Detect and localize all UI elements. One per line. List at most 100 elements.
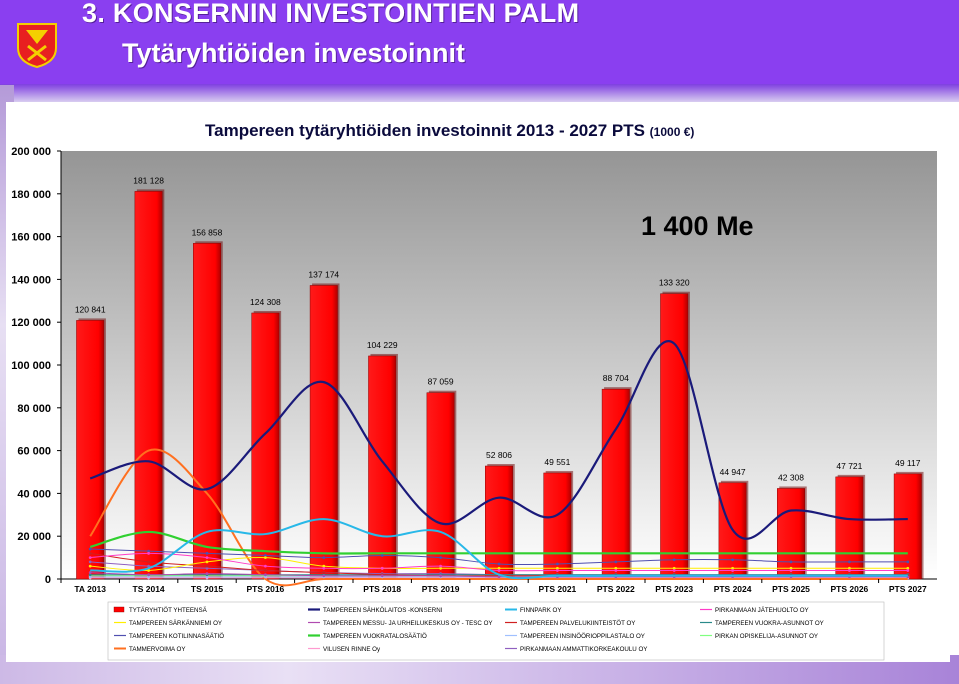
tampere-coat-of-arms-icon [17, 23, 57, 68]
legend-box [107, 601, 885, 661]
chart-title: Tampereen tytäryhtiöiden investoinnit 20… [205, 121, 694, 141]
x-tick-label: TS 2014 [133, 584, 165, 594]
series-point [614, 569, 618, 572]
bar-value-label: 44 947 [720, 467, 746, 477]
bar-pts-2016 [251, 312, 280, 580]
series-point [205, 556, 209, 559]
legend-label: TAMMERVOIMA OY [129, 646, 186, 653]
series-point [88, 564, 92, 568]
series-point [848, 569, 851, 572]
series-point [205, 566, 209, 570]
series-line-tampereen-sähkölaitos-konserni [89, 340, 908, 540]
legend-swatch-bar [113, 606, 125, 613]
y-tick-label: 0 [45, 574, 51, 586]
x-tick-label: PTS 2024 [714, 584, 752, 594]
bar-value-label: 42 308 [778, 472, 804, 482]
chart-title-text: Tampereen tytäryhtiöiden investoinnit 20… [205, 121, 645, 140]
bar-pts-2017 [309, 285, 338, 580]
series-point [264, 554, 267, 557]
x-tick-label: PTS 2017 [305, 584, 343, 594]
series-point [906, 560, 910, 564]
bar-value-label: 181 128 [133, 175, 164, 185]
y-tick-label: 200 000 [11, 146, 51, 158]
y-tick-label: 60 000 [17, 446, 51, 458]
y-tick-label: 160 000 [11, 232, 51, 244]
series-point [147, 573, 151, 577]
series-point [906, 566, 910, 570]
series-point [147, 564, 151, 568]
series-point [556, 566, 559, 570]
series-point [614, 560, 618, 564]
series-point [147, 551, 151, 555]
series-point [672, 569, 676, 572]
series-point [205, 572, 209, 576]
bar-value-label: 49 551 [544, 457, 570, 467]
series-point [789, 560, 793, 564]
decor-band-top [0, 84, 959, 102]
legend-label: TAMPEREEN PALVELUKIINTEISTÖT OY [520, 620, 635, 627]
series-point [614, 566, 618, 570]
x-tick-label: PTS 2016 [246, 584, 284, 594]
y-tick-label: 80 000 [17, 403, 51, 415]
legend-label: PIRKANMAAN AMMATTIKORKEAKOULU OY [520, 646, 647, 653]
series-point [497, 566, 501, 570]
series-point [322, 564, 326, 568]
x-tick-label: PTS 2025 [772, 584, 810, 594]
series-point [88, 571, 92, 574]
x-tick-label: PTS 2021 [538, 584, 576, 594]
series-point [147, 575, 151, 579]
x-tick-label: PTS 2020 [480, 584, 518, 594]
series-line-finnpark-oy [90, 518, 908, 580]
series-point [264, 564, 267, 568]
series-point [497, 569, 501, 572]
legend-label: TAMPEREEN MESSU- JA URHEILUKESKUS OY - T… [323, 620, 493, 627]
series-point [906, 569, 910, 572]
bar-value-label: 120 841 [75, 304, 106, 314]
series-point [88, 556, 92, 559]
bar-pts-2022 [601, 388, 630, 580]
legend-label: FINNPARK OY [520, 607, 561, 614]
series-point [205, 575, 209, 579]
bar-value-label: 133 320 [659, 278, 690, 288]
y-tick-label: 20 000 [17, 531, 51, 543]
y-tick-label: 120 000 [11, 317, 51, 329]
bar-value-label: 87 059 [428, 377, 454, 387]
x-tick-label: TS 2015 [191, 584, 223, 594]
series-point [88, 573, 92, 577]
series-point [497, 575, 501, 579]
series-point [380, 566, 384, 570]
series-point [380, 554, 384, 557]
x-tick-label: PTS 2027 [889, 584, 927, 594]
series-point [322, 556, 326, 559]
bar-pts-2023 [660, 293, 689, 580]
slide-title-line1: 3. KONSERNIN INVESTOINTIEN PALM [82, 0, 580, 28]
legend-label: TAMPEREEN SÄRKÄNNIEMI OY [129, 620, 222, 627]
series-point [439, 566, 442, 570]
slide-title-line2: Tytäryhtiöiden investoinnit [122, 38, 466, 68]
series-point [497, 562, 501, 566]
legend-label: TAMPEREEN INSINÖÖRIOPPILASTALO OY [520, 633, 645, 640]
series-point [88, 547, 92, 551]
legend-label: TYTÄRYHTIÖT YHTEENSÄ [129, 607, 208, 614]
chart-title-unit: (1000 €) [649, 125, 695, 139]
bar-value-label: 52 806 [486, 450, 512, 460]
header-banner [0, 0, 959, 85]
y-tick-label: 140 000 [11, 274, 51, 286]
bar-pts-2026 [835, 476, 864, 580]
legend-label: PIRKAN OPISKELIJA-ASUNNOT OY [715, 633, 818, 640]
series-point [789, 569, 793, 572]
series-point [672, 566, 676, 570]
bar-ts-2014 [134, 191, 163, 580]
series-point [264, 573, 267, 577]
series-line-tampereen-vuokratalosäätiö [89, 530, 908, 555]
series-point [322, 566, 326, 570]
bar-value-label: 104 229 [367, 340, 398, 350]
x-tick-label: TA 2013 [74, 584, 106, 594]
x-tick-label: PTS 2026 [830, 584, 868, 594]
series-point [731, 558, 734, 562]
series-point [789, 566, 793, 570]
series-point [264, 575, 267, 579]
series-point [439, 556, 442, 559]
series-line-tammervoima-oy [89, 448, 908, 587]
x-tick-label: PTS 2022 [597, 584, 635, 594]
